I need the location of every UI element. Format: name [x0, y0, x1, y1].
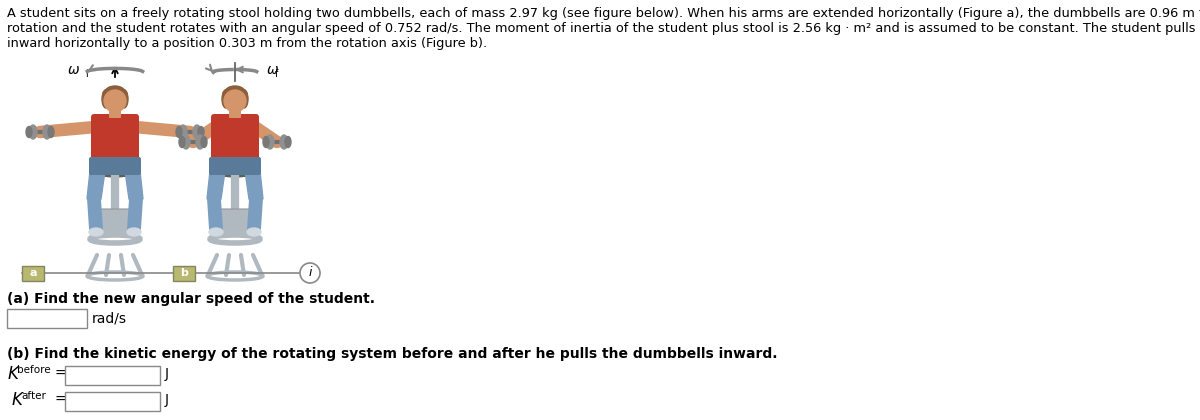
Ellipse shape	[217, 167, 253, 177]
Ellipse shape	[179, 136, 185, 147]
Ellipse shape	[193, 125, 202, 139]
FancyBboxPatch shape	[7, 309, 88, 328]
Polygon shape	[88, 171, 106, 199]
Text: rad/s: rad/s	[92, 312, 127, 326]
Polygon shape	[125, 171, 143, 199]
Text: =: =	[55, 393, 67, 407]
Ellipse shape	[226, 86, 244, 96]
FancyBboxPatch shape	[91, 114, 139, 162]
Polygon shape	[245, 171, 263, 199]
Ellipse shape	[43, 125, 50, 139]
Text: i: i	[85, 69, 88, 79]
FancyBboxPatch shape	[65, 392, 160, 411]
FancyBboxPatch shape	[218, 209, 252, 235]
Polygon shape	[208, 171, 226, 199]
FancyBboxPatch shape	[209, 157, 262, 175]
Text: a: a	[29, 268, 37, 278]
Ellipse shape	[240, 90, 248, 108]
Ellipse shape	[120, 90, 128, 108]
Text: ω: ω	[266, 63, 278, 77]
Ellipse shape	[106, 86, 124, 96]
Text: =: =	[55, 367, 67, 381]
Ellipse shape	[97, 167, 133, 177]
Ellipse shape	[286, 136, 292, 147]
Ellipse shape	[263, 136, 269, 147]
FancyBboxPatch shape	[217, 171, 253, 177]
Ellipse shape	[247, 228, 262, 236]
Text: (b) Find the kinetic energy of the rotating system before and after he pulls the: (b) Find the kinetic energy of the rotat…	[7, 347, 778, 361]
Ellipse shape	[196, 135, 204, 149]
Text: b: b	[180, 268, 188, 278]
Ellipse shape	[104, 90, 126, 112]
Ellipse shape	[48, 126, 54, 137]
Ellipse shape	[176, 126, 182, 137]
Text: J: J	[166, 393, 169, 407]
Text: A student sits on a freely rotating stool holding two dumbbells, each of mass 2.: A student sits on a freely rotating stoo…	[7, 7, 1200, 20]
Text: $K$: $K$	[7, 365, 22, 383]
Ellipse shape	[127, 228, 142, 236]
FancyBboxPatch shape	[173, 265, 194, 281]
Text: J: J	[166, 367, 169, 381]
FancyBboxPatch shape	[229, 108, 241, 118]
Ellipse shape	[202, 136, 208, 147]
Ellipse shape	[179, 125, 187, 139]
FancyBboxPatch shape	[211, 114, 259, 162]
Ellipse shape	[209, 228, 223, 236]
Ellipse shape	[223, 87, 247, 101]
Ellipse shape	[224, 90, 246, 112]
Ellipse shape	[182, 135, 190, 149]
Ellipse shape	[103, 87, 127, 101]
Text: (a) Find the new angular speed of the student.: (a) Find the new angular speed of the st…	[7, 292, 374, 306]
Circle shape	[300, 263, 320, 283]
FancyBboxPatch shape	[109, 108, 121, 118]
Ellipse shape	[280, 135, 288, 149]
FancyBboxPatch shape	[22, 265, 44, 281]
Text: after: after	[22, 391, 46, 401]
Ellipse shape	[266, 135, 274, 149]
Text: before: before	[17, 365, 50, 375]
FancyBboxPatch shape	[89, 157, 142, 175]
Ellipse shape	[198, 126, 204, 137]
Text: i: i	[308, 267, 312, 279]
Text: rotation and the student rotates with an angular speed of 0.752 rad/s. The momen: rotation and the student rotates with an…	[7, 22, 1200, 35]
FancyBboxPatch shape	[97, 171, 133, 177]
FancyBboxPatch shape	[98, 209, 132, 235]
Text: $K$: $K$	[11, 391, 25, 409]
Ellipse shape	[89, 228, 103, 236]
Text: f: f	[275, 69, 278, 79]
Ellipse shape	[29, 125, 37, 139]
Ellipse shape	[102, 90, 110, 108]
Text: ω: ω	[67, 63, 79, 77]
Ellipse shape	[222, 90, 230, 108]
Ellipse shape	[26, 126, 32, 137]
FancyBboxPatch shape	[65, 366, 160, 385]
Text: inward horizontally to a position 0.303 m from the rotation axis (Figure b).: inward horizontally to a position 0.303 …	[7, 37, 487, 50]
